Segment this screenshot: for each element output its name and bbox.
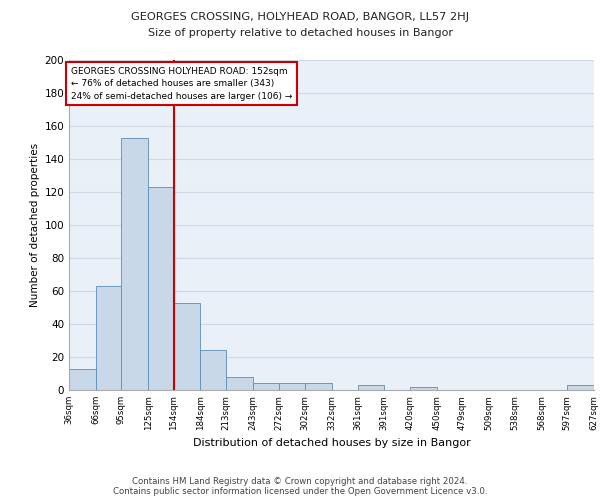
Bar — [253, 384, 278, 390]
Bar — [410, 386, 437, 390]
Bar — [69, 368, 95, 390]
Text: Size of property relative to detached houses in Bangor: Size of property relative to detached ho… — [148, 28, 452, 38]
Bar — [226, 377, 253, 390]
Text: Contains public sector information licensed under the Open Government Licence v3: Contains public sector information licen… — [113, 487, 487, 496]
Bar — [200, 350, 226, 390]
Bar — [121, 138, 148, 390]
Y-axis label: Number of detached properties: Number of detached properties — [30, 143, 40, 307]
Text: GEORGES CROSSING HOLYHEAD ROAD: 152sqm
← 76% of detached houses are smaller (343: GEORGES CROSSING HOLYHEAD ROAD: 152sqm ←… — [71, 66, 292, 100]
Bar — [278, 384, 305, 390]
Text: GEORGES CROSSING, HOLYHEAD ROAD, BANGOR, LL57 2HJ: GEORGES CROSSING, HOLYHEAD ROAD, BANGOR,… — [131, 12, 469, 22]
Bar — [358, 385, 385, 390]
Text: Contains HM Land Registry data © Crown copyright and database right 2024.: Contains HM Land Registry data © Crown c… — [132, 477, 468, 486]
Bar — [95, 286, 121, 390]
Bar — [174, 302, 200, 390]
X-axis label: Distribution of detached houses by size in Bangor: Distribution of detached houses by size … — [193, 438, 470, 448]
Bar — [568, 385, 594, 390]
Bar — [148, 187, 174, 390]
Bar — [305, 384, 332, 390]
